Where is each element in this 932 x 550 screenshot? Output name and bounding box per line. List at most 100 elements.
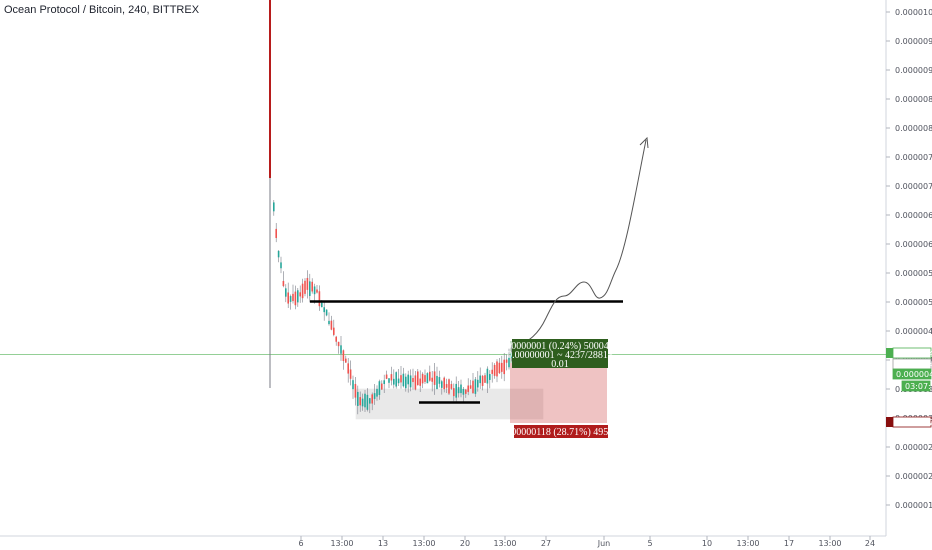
candle-body (453, 388, 455, 397)
time-tick-label: 10 (702, 539, 712, 548)
target-box-line2: 0.00000001 ~ 4237/28813 (507, 350, 613, 361)
candle-body (429, 371, 431, 381)
candle-body (352, 380, 354, 390)
candle-body (364, 393, 366, 408)
candle-body (393, 378, 395, 385)
candle-body (361, 398, 364, 407)
price-tag-marker (886, 417, 893, 427)
price-tag-label: 0.00000293 (896, 418, 932, 427)
candle-body (508, 357, 510, 368)
price-tick-label: 0.00001000 (895, 8, 932, 17)
price-tag-marker (886, 348, 893, 358)
candle-body (388, 378, 390, 383)
candle-body (469, 385, 472, 389)
candle-body (333, 327, 335, 335)
candle-body (287, 292, 289, 304)
price-tick-label: 0.00000800 (895, 124, 932, 133)
candle-body (304, 280, 306, 294)
time-tick-label: 5 (647, 539, 652, 548)
candle-body (292, 293, 294, 302)
candles (269, 0, 513, 415)
time-tick-label: 27 (541, 539, 551, 548)
candle-body (328, 320, 330, 325)
candle-body (297, 290, 299, 303)
candle-body (306, 277, 309, 290)
price-tick-label: 0.00000900 (895, 66, 932, 75)
price-tag (901, 380, 931, 392)
candle-body (359, 397, 361, 406)
candle-body (357, 391, 359, 406)
consolidation-box[interactable] (355, 388, 544, 420)
candle-body (486, 368, 489, 384)
price-tick-label: 0.00000550 (895, 269, 932, 278)
price-tick-label: 0.00000700 (895, 182, 932, 191)
candle-body (409, 375, 412, 388)
candle-body (369, 398, 371, 404)
candle-body (373, 393, 376, 399)
candle-body (385, 374, 388, 379)
candle-body (273, 202, 275, 212)
stop-box (514, 425, 608, 438)
candle-body (472, 380, 474, 394)
candle-body (414, 375, 417, 390)
price-axis[interactable]: 0.00001000 0.00000950 0.00000900 0.00000850… (886, 8, 932, 510)
candle-body (445, 384, 448, 388)
projection-path[interactable] (513, 139, 647, 350)
candle-body (390, 374, 393, 381)
candle-body (489, 374, 491, 380)
target-box-line1: 0.00000001 (0.24%) 50004.24 (499, 341, 622, 352)
candle-body (421, 373, 424, 384)
candle-body (481, 375, 484, 386)
candle-body (378, 381, 381, 395)
candle-body (337, 341, 340, 347)
stop-zone[interactable] (510, 363, 607, 423)
candle-body (474, 379, 477, 394)
candle-body (381, 383, 383, 390)
price-tick-label: 0.00000750 (895, 153, 932, 162)
candle-body (289, 296, 292, 302)
candle-body (349, 369, 352, 379)
time-tick-label: 17 (784, 539, 794, 548)
candle-body (402, 373, 405, 387)
price-tick-label: 0.00000450 (895, 327, 932, 336)
candle-body (395, 372, 397, 387)
candle-body (441, 381, 443, 388)
time-tick-label: 24 (865, 539, 875, 548)
price-tags: 0.00000412 0.000004110.00000409 03:07:15 0.… (886, 347, 932, 428)
candle-body (498, 362, 501, 374)
price-tick-label: 0.00000950 (895, 37, 932, 46)
candle-body (407, 374, 409, 385)
candle-body (424, 375, 426, 382)
candle-body (510, 352, 513, 358)
candle-body (443, 377, 445, 390)
price-tick-label: 0.00000600 (895, 240, 932, 249)
candle-body (505, 359, 508, 363)
candle-body (405, 376, 407, 389)
candle-body (467, 385, 469, 392)
candle-body (450, 384, 453, 389)
chart-title: Ocean Protocol / Bitcoin, 240, BITTREX (4, 4, 200, 16)
candle-body (479, 375, 481, 384)
candle-body (400, 375, 402, 383)
candle-body (493, 365, 496, 376)
candle-body (448, 379, 450, 394)
time-tick-label: 13:00 (493, 539, 516, 548)
time-tick-label: 6 (298, 539, 303, 548)
price-tick-label: 0.00000650 (895, 211, 932, 220)
stop-box-label: 0.00000118 (28.71%) 49500 (504, 427, 619, 438)
candle-body (438, 377, 441, 384)
candle-body (431, 377, 433, 382)
candle-body (321, 302, 323, 308)
price-tag-label: 0.00000412 (896, 349, 932, 358)
price-tag-label: 03:07:15 (905, 382, 932, 391)
candle-body (436, 375, 438, 390)
time-tick-label: Jun (597, 539, 611, 548)
candle-body (313, 286, 316, 295)
candle-body (397, 378, 400, 384)
candle-body (419, 378, 421, 386)
candle-body (457, 387, 460, 394)
time-tick-label: 13:00 (412, 539, 435, 548)
candle-body (433, 371, 436, 385)
time-axis[interactable]: 6 13:00 13 13:00 20 13:00 27 Jun 5 10 13:00 17 13:00… (298, 536, 875, 548)
